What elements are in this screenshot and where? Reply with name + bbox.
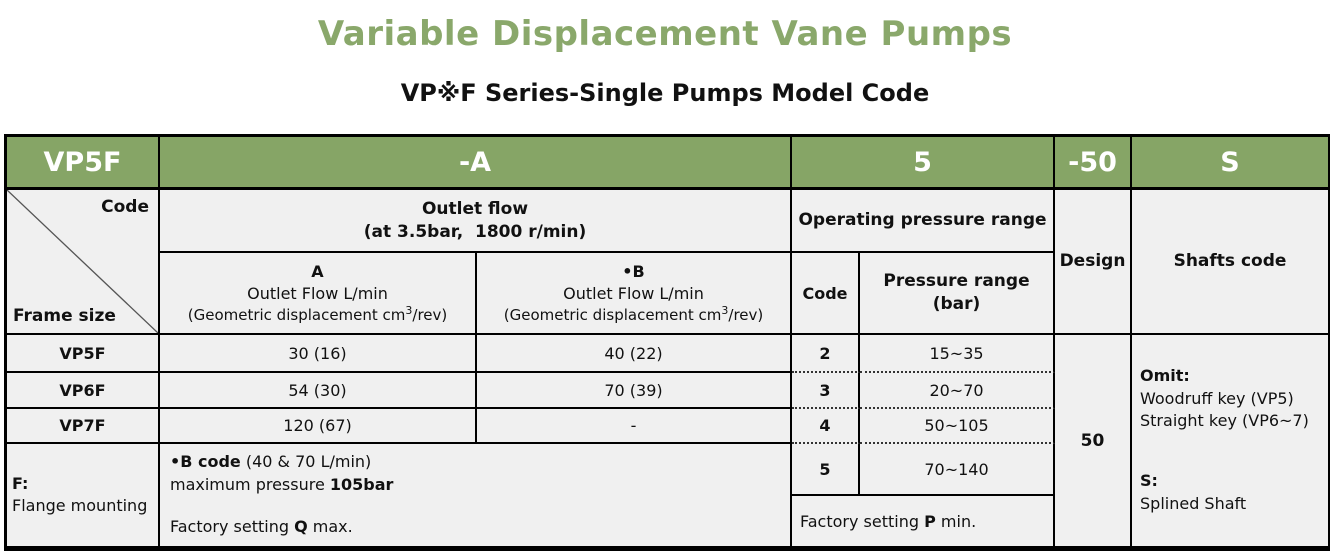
design-value: 50: [1055, 335, 1132, 546]
column-b-header: •B Outlet Flow L/min (Geometric displace…: [477, 253, 792, 335]
frame-row-vp5f: VP5F: [7, 335, 160, 373]
page-subtitle: VP※F Series-Single Pumps Model Code: [400, 79, 930, 107]
pressure-range-4: 50~105: [860, 409, 1055, 444]
model-code-table: VP5F -A 5 -50 S Code Frame size Outlet f…: [4, 134, 1330, 551]
pressure-code-4: 4: [792, 409, 860, 444]
column-a-header: A Outlet Flow L/min (Geometric displacem…: [160, 253, 477, 335]
frame-row-vp7f: VP7F: [7, 409, 160, 444]
pressure-code-5: 5: [792, 444, 860, 496]
shafts-omit-label: Omit:: [1140, 366, 1190, 385]
model-code-frame: VP5F: [7, 137, 160, 190]
model-code-design: -50: [1055, 137, 1132, 190]
model-code-flow: -A: [160, 137, 792, 190]
vp7f-flow-b: -: [477, 409, 792, 444]
b-code-note: •B code (40 & 70 L/min) maximum pressure…: [160, 444, 792, 546]
outlet-flow-header: Outlet flow (at 3.5bar, 1800 r/min): [160, 190, 792, 253]
shafts-omit-line2: Straight key (VP6~7): [1140, 411, 1309, 431]
pressure-range-3: 20~70: [860, 373, 1055, 409]
shafts-code-header: Shafts code: [1132, 190, 1328, 335]
corner-header-cell: Code Frame size: [7, 190, 160, 335]
vp6f-flow-a: 54 (30): [160, 373, 477, 409]
shafts-code-content: Omit: Woodruff key (VP5) Straight key (V…: [1132, 335, 1328, 546]
vp5f-flow-a: 30 (16): [160, 335, 477, 373]
model-code-pressure: 5: [792, 137, 1055, 190]
b-code-note-line1: •B code (40 & 70 L/min): [170, 452, 372, 472]
pressure-code-2: 2: [792, 335, 860, 373]
corner-frame-size-label: Frame size: [13, 306, 116, 326]
mounting-code: F:: [12, 473, 29, 493]
b-code-note-line3: Factory setting Q max.: [170, 517, 353, 537]
column-b-code: •B: [622, 261, 645, 281]
shafts-s-label: S:: [1140, 471, 1158, 491]
operating-pressure-header: Operating pressure range: [792, 190, 1055, 253]
b-code-note-line2: maximum pressure 105bar: [170, 474, 394, 494]
pressure-factory-note: Factory setting P min.: [792, 496, 1055, 546]
pressure-code-3: 3: [792, 373, 860, 409]
pressure-range-5: 70~140: [860, 444, 1055, 496]
mounting-note: F: Flange mounting: [7, 444, 160, 546]
diagonal-divider: [7, 190, 158, 333]
pressure-range-header: Pressure range (bar): [860, 253, 1055, 335]
corner-code-label: Code: [101, 197, 149, 217]
shafts-s-line: Splined Shaft: [1140, 493, 1247, 513]
frame-row-vp6f: VP6F: [7, 373, 160, 409]
vp7f-flow-a: 120 (67): [160, 409, 477, 444]
pressure-code-header: Code: [792, 253, 860, 335]
column-a-geometric-label: (Geometric displacement cm3/rev): [187, 303, 448, 324]
mounting-label: Flange mounting: [12, 496, 148, 515]
outlet-flow-title: Outlet flow: [421, 198, 529, 219]
outlet-flow-conditions: (at 3.5bar, 1800 r/min): [363, 221, 587, 242]
shafts-omit-line1: Woodruff key (VP5): [1140, 388, 1294, 408]
pressure-range-2: 15~35: [860, 335, 1055, 373]
column-a-flow-label: Outlet Flow L/min: [247, 283, 388, 303]
design-header: Design: [1055, 190, 1132, 335]
model-code-shaft: S: [1132, 137, 1328, 190]
page-title: Variable Displacement Vane Pumps: [317, 14, 1013, 54]
column-b-flow-label: Outlet Flow L/min: [563, 283, 704, 303]
column-a-code: A: [311, 261, 324, 281]
column-b-geometric-label: (Geometric displacement cm3/rev): [503, 303, 764, 324]
vp6f-flow-b: 70 (39): [477, 373, 792, 409]
vp5f-flow-b: 40 (22): [477, 335, 792, 373]
